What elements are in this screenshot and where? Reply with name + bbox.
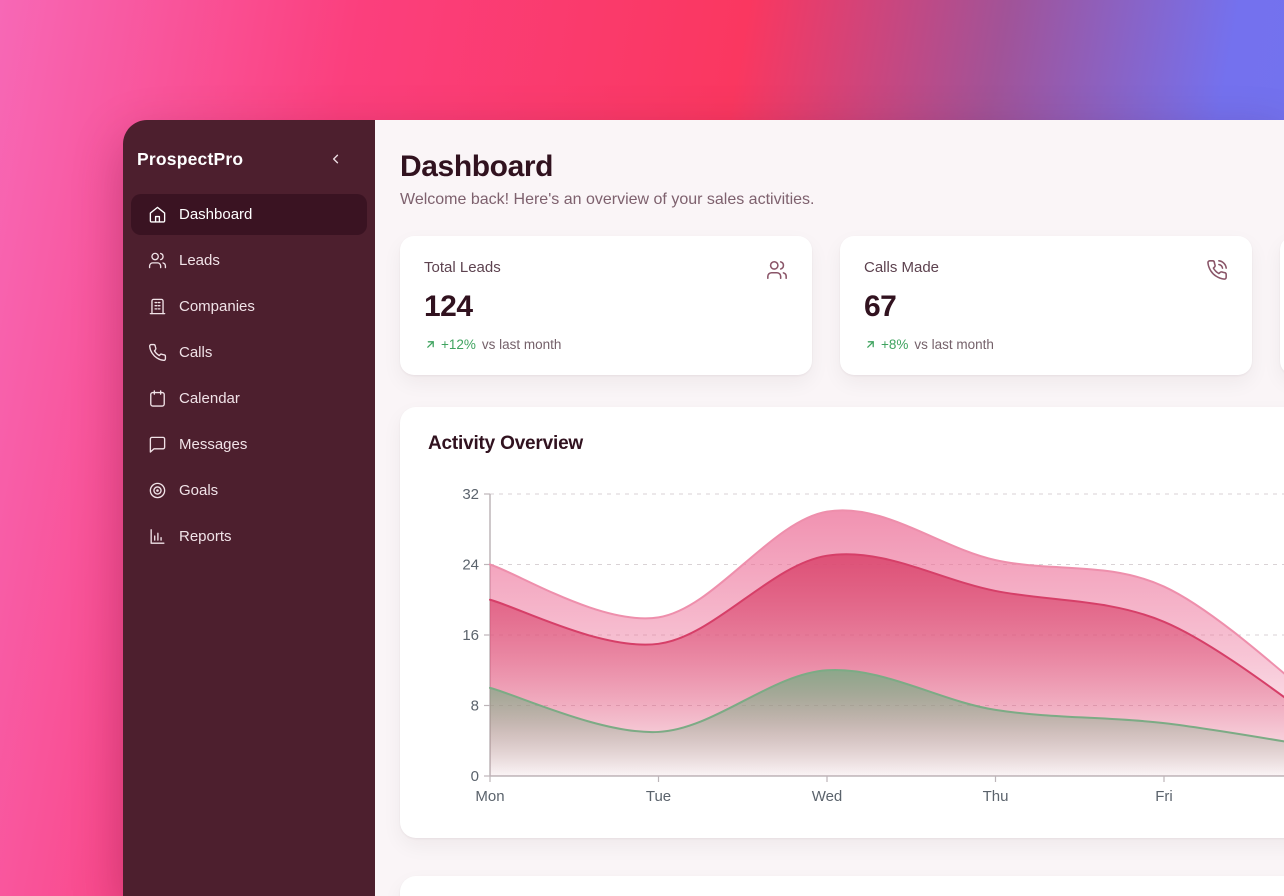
stat-delta-value: +8%: [881, 337, 909, 352]
sidebar-collapse-button[interactable]: [325, 148, 357, 170]
target-icon: [148, 481, 167, 500]
stat-delta-note: vs last month: [914, 337, 994, 352]
sidebar-item-label: Companies: [179, 298, 255, 315]
stats-row: Total Leads 124 +12% vs last month: [400, 236, 1284, 375]
sidebar-item-calendar[interactable]: Calendar: [131, 378, 367, 419]
svg-text:8: 8: [471, 698, 479, 715]
stat-card-total-leads: Total Leads 124 +12% vs last month: [400, 236, 812, 375]
chart-title: Activity Overview: [428, 433, 584, 454]
svg-text:Tue: Tue: [646, 788, 671, 805]
stat-delta: +12% vs last month: [424, 337, 788, 352]
svg-text:16: 16: [462, 627, 479, 644]
main-content: Dashboard Welcome back! Here's an overvi…: [375, 120, 1284, 896]
svg-text:0: 0: [471, 768, 479, 785]
sidebar-item-label: Goals: [179, 482, 219, 499]
stat-card-clipped: [1280, 236, 1284, 375]
sidebar-item-label: Calendar: [179, 390, 240, 407]
sidebar-item-messages[interactable]: Messages: [131, 424, 367, 465]
svg-text:Thu: Thu: [983, 788, 1009, 805]
stat-delta: +8% vs last month: [864, 337, 1228, 352]
sidebar-nav: Dashboard Leads Companies Calls Calendar: [131, 194, 367, 557]
sidebar-item-reports[interactable]: Reports: [131, 516, 367, 557]
sidebar-item-companies[interactable]: Companies: [131, 286, 367, 327]
page-subtitle: Welcome back! Here's an overview of your…: [400, 191, 815, 208]
users-icon: [766, 259, 788, 281]
svg-text:24: 24: [462, 557, 479, 574]
sidebar-item-leads[interactable]: Leads: [131, 240, 367, 281]
svg-text:Mon: Mon: [475, 788, 504, 805]
stat-delta-value: +12%: [441, 337, 476, 352]
sidebar-item-label: Leads: [179, 252, 220, 269]
building-icon: [148, 297, 167, 316]
stat-label: Calls Made: [864, 259, 940, 276]
sidebar-item-dashboard[interactable]: Dashboard: [131, 194, 367, 235]
home-icon: [148, 205, 167, 224]
users-icon: [148, 251, 167, 270]
svg-text:Wed: Wed: [812, 788, 843, 805]
stat-label: Total Leads: [424, 259, 501, 276]
arrow-up-right-icon: [864, 338, 877, 351]
sidebar-item-label: Reports: [179, 528, 232, 545]
activity-overview-chart: 0 8 16 24 32 Mon Tue Wed Thu Fri: [462, 486, 1284, 805]
sidebar-item-goals[interactable]: Goals: [131, 470, 367, 511]
arrow-up-right-icon: [424, 338, 437, 351]
calendar-icon: [148, 389, 167, 408]
chevron-left-icon: [329, 152, 343, 166]
message-icon: [148, 435, 167, 454]
app-logo: ProspectPro: [137, 148, 244, 169]
activity-overview-card: Activity Overview 0 8 16 24 32 Mon Tue Wed Thu Fr…: [400, 407, 1284, 838]
sidebar-item-calls[interactable]: Calls: [131, 332, 367, 373]
sidebar-item-label: Dashboard: [179, 206, 253, 223]
phone-call-icon: [1206, 259, 1228, 281]
stat-value: 67: [864, 290, 897, 323]
next-section-card: [400, 876, 1284, 896]
app-window: ProspectPro Dashboard Leads: [123, 120, 1284, 896]
page-title: Dashboard: [400, 150, 554, 183]
sidebar: ProspectPro Dashboard Leads: [123, 120, 375, 896]
sidebar-item-label: Calls: [179, 344, 213, 361]
svg-text:32: 32: [462, 486, 479, 503]
stat-delta-note: vs last month: [481, 337, 562, 352]
sidebar-brand: ProspectPro: [131, 142, 367, 194]
stat-value: 124: [424, 290, 473, 323]
phone-icon: [148, 343, 167, 362]
bar-chart-icon: [148, 527, 167, 546]
sidebar-item-label: Messages: [179, 436, 248, 453]
stat-card-calls-made: Calls Made 67 +8% vs last month: [840, 236, 1252, 375]
svg-text:Fri: Fri: [1155, 788, 1173, 805]
